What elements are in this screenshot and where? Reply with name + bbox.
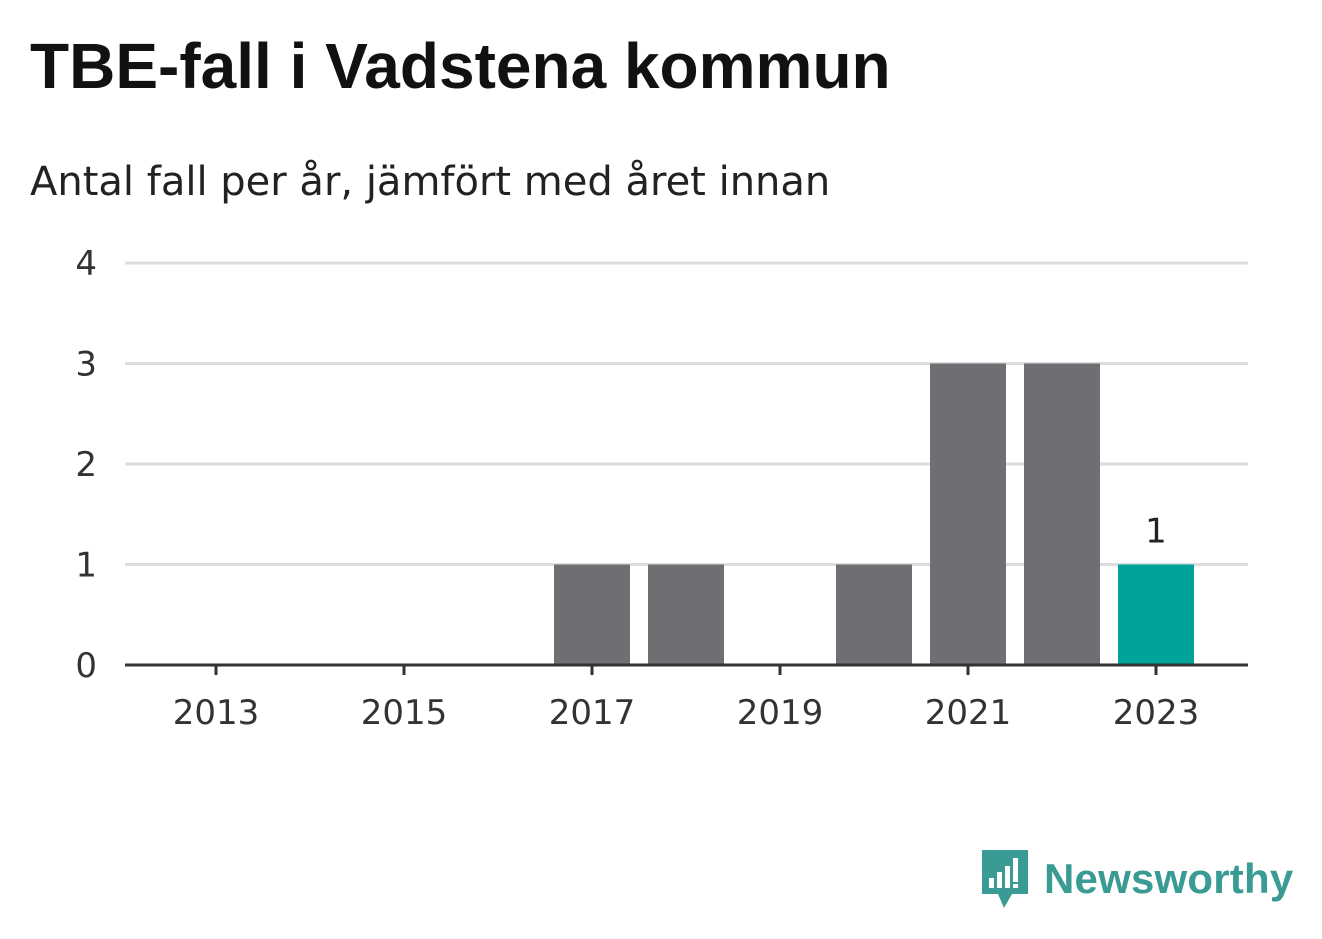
brand-name: Newsworthy <box>1044 855 1294 902</box>
data-label: 1 <box>1145 512 1167 552</box>
brand-logo: Newsworthy <box>980 848 1293 910</box>
bar-2021 <box>930 363 1006 665</box>
chart-subtitle: Antal fall per år, jämfört med året inna… <box>30 159 831 205</box>
x-tick-label: 2017 <box>549 693 636 733</box>
labels: 0 1 2 3 4 2013 2015 2017 2019 2021 2023 1 <box>75 244 1199 733</box>
bar-2017 <box>554 564 630 665</box>
bar-2022 <box>1024 363 1100 665</box>
bars <box>554 363 1194 665</box>
y-tick-label: 0 <box>75 646 97 686</box>
y-tick-label: 3 <box>75 345 97 385</box>
x-axis <box>125 663 1248 675</box>
x-tick-label: 2021 <box>925 693 1012 733</box>
bar-2020 <box>836 564 912 665</box>
y-tick-label: 2 <box>75 445 97 485</box>
x-tick-label: 2019 <box>737 693 824 733</box>
y-tick-label: 1 <box>75 546 97 586</box>
bar-2023 <box>1118 564 1194 665</box>
x-tick-label: 2015 <box>361 693 448 733</box>
bar-2018 <box>648 564 724 665</box>
x-tick-label: 2013 <box>173 693 260 733</box>
y-tick-label: 4 <box>75 244 97 284</box>
bar-chart: 0 1 2 3 4 2013 2015 2017 2019 2021 2023 1 <box>75 244 1248 733</box>
chart-title: TBE-fall i Vadstena kommun <box>30 30 891 102</box>
x-tick-label: 2023 <box>1113 693 1200 733</box>
newsworthy-logo-icon <box>982 850 1028 908</box>
